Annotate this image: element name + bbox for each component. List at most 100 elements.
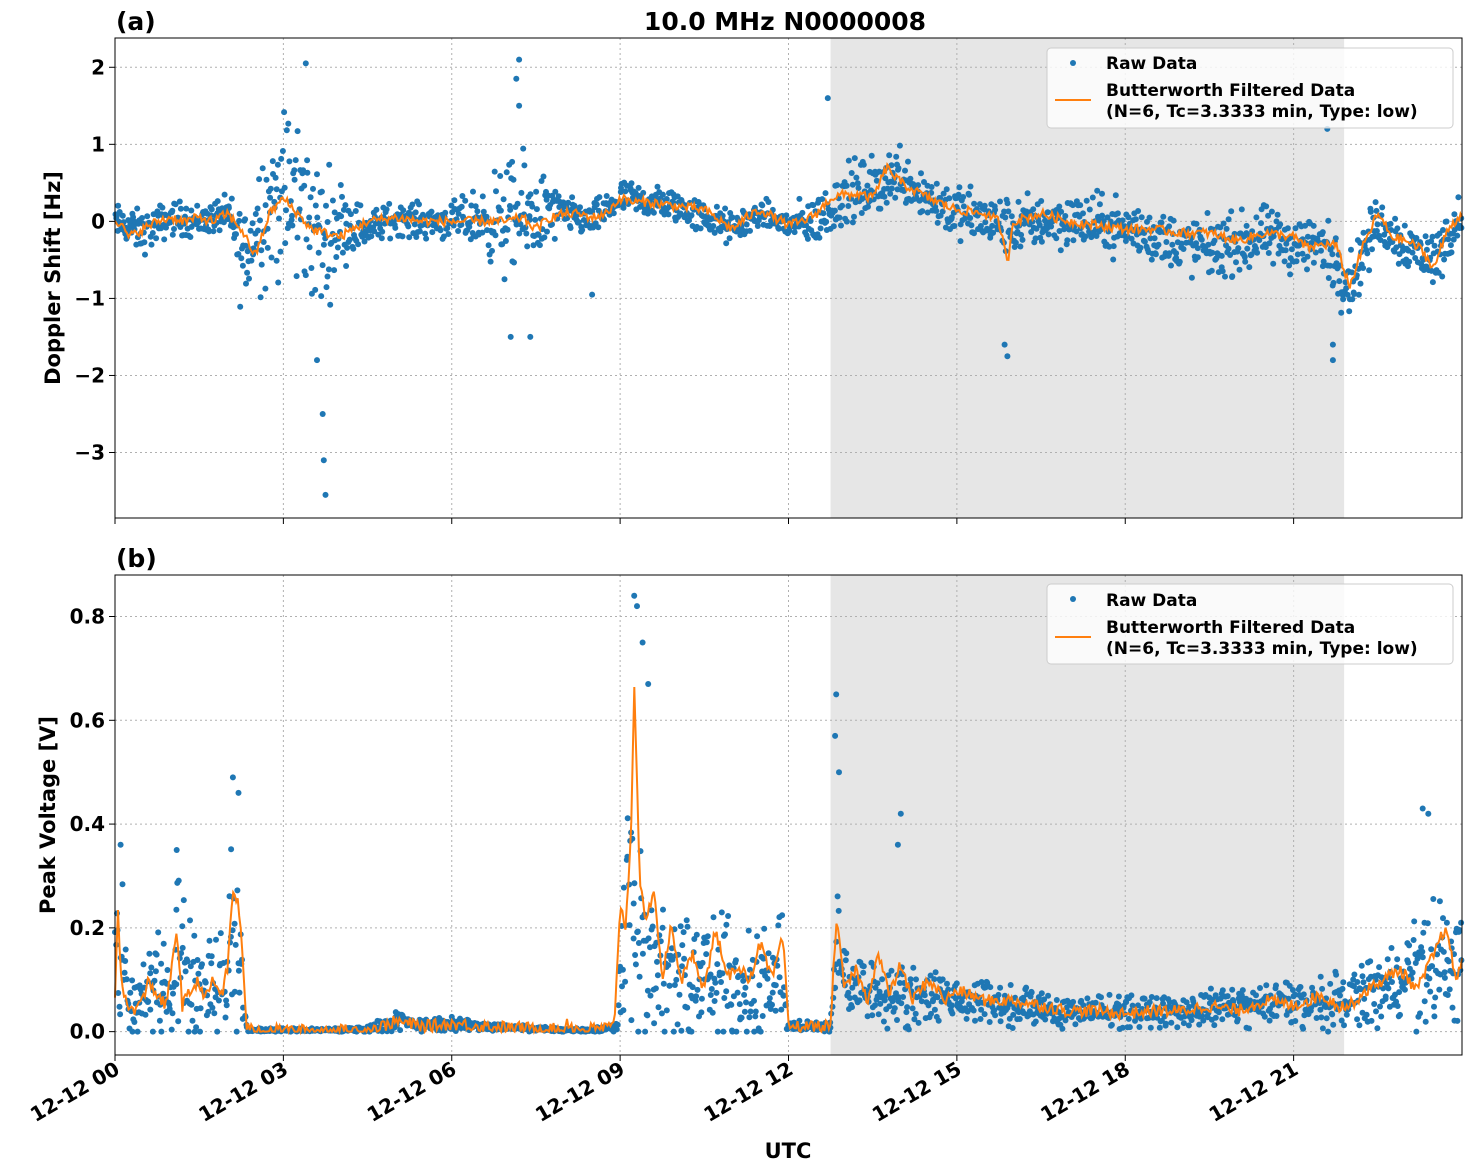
raw-data-point xyxy=(1222,273,1228,280)
raw-data-point xyxy=(885,972,892,979)
raw-data-point xyxy=(711,998,718,1004)
raw-data-point xyxy=(291,167,298,174)
raw-data-point xyxy=(1152,251,1159,258)
raw-data-point xyxy=(1129,1002,1136,1009)
raw-data-point xyxy=(1032,235,1039,242)
raw-data-point xyxy=(292,157,299,164)
raw-data-point xyxy=(992,1012,999,1019)
panel-a-ylabel: Doppler Shift [Hz] xyxy=(41,171,65,385)
raw-data-point xyxy=(703,951,710,958)
raw-data-point xyxy=(1119,217,1126,224)
raw-data-point xyxy=(1262,244,1269,251)
raw-data-point xyxy=(544,228,550,235)
raw-data-point xyxy=(532,216,539,223)
raw-data-point xyxy=(303,236,310,243)
raw-data-point xyxy=(327,301,334,308)
raw-data-point xyxy=(849,181,856,188)
raw-data-point xyxy=(1180,1020,1187,1027)
raw-data-point xyxy=(409,201,416,208)
y-tick-label: 0.6 xyxy=(70,708,105,732)
raw-data-point xyxy=(1106,991,1113,998)
raw-data-point xyxy=(258,247,265,254)
raw-data-point xyxy=(149,230,156,236)
raw-data-point xyxy=(860,161,867,168)
raw-data-point xyxy=(1215,1009,1222,1016)
raw-data-point xyxy=(913,976,919,983)
raw-data-point xyxy=(1319,229,1326,236)
raw-data-point xyxy=(155,929,162,936)
raw-data-point xyxy=(324,219,331,225)
raw-data-point xyxy=(877,205,884,212)
raw-data-point xyxy=(533,206,540,213)
raw-data-point xyxy=(1153,995,1160,1002)
raw-data-point xyxy=(179,944,186,951)
raw-data-point xyxy=(741,991,748,998)
raw-data-point xyxy=(666,982,673,989)
raw-data-point xyxy=(1356,1022,1363,1029)
raw-data-point xyxy=(647,944,653,951)
raw-data-point xyxy=(909,1005,916,1012)
raw-data-point xyxy=(1282,247,1289,254)
raw-data-point xyxy=(399,233,406,240)
raw-data-point xyxy=(314,214,321,221)
raw-data-point xyxy=(674,193,681,200)
raw-data-point xyxy=(849,219,856,226)
raw-data-point xyxy=(1229,273,1236,280)
raw-data-point xyxy=(455,210,462,217)
raw-data-point xyxy=(1239,987,1246,994)
raw-data-point xyxy=(1219,987,1226,994)
raw-data-point xyxy=(747,966,753,973)
raw-data-point xyxy=(713,989,720,996)
raw-data-point xyxy=(1209,249,1216,256)
raw-data-point xyxy=(397,1027,404,1034)
raw-data-point xyxy=(242,216,249,223)
raw-data-point xyxy=(1263,203,1270,210)
raw-data-point xyxy=(931,1006,938,1013)
raw-data-point xyxy=(1369,246,1375,253)
raw-data-point xyxy=(879,976,886,983)
raw-data-point xyxy=(892,194,899,201)
raw-data-point xyxy=(776,974,783,981)
raw-data-point xyxy=(1392,215,1399,222)
raw-data-point xyxy=(738,1014,745,1021)
raw-data-point xyxy=(258,261,265,268)
raw-data-point xyxy=(304,169,311,176)
raw-data-point xyxy=(206,937,213,944)
raw-data-point xyxy=(1428,946,1435,953)
raw-data-point xyxy=(422,230,429,237)
raw-data-point xyxy=(772,982,779,989)
raw-data-point xyxy=(992,206,999,213)
raw-data-point xyxy=(945,986,952,993)
raw-data-outlier xyxy=(235,789,242,796)
raw-data-point xyxy=(856,997,863,1004)
raw-data-point xyxy=(115,202,122,209)
raw-data-point xyxy=(485,242,492,249)
raw-data-point xyxy=(684,923,691,930)
raw-data-point xyxy=(493,188,499,195)
raw-data-point xyxy=(663,196,670,202)
raw-data-point xyxy=(248,257,255,264)
raw-data-point xyxy=(333,254,340,260)
raw-data-point xyxy=(291,176,298,183)
raw-data-point xyxy=(213,936,219,943)
raw-data-point xyxy=(1357,986,1364,993)
raw-data-point xyxy=(635,184,642,191)
raw-data-point xyxy=(843,950,850,957)
raw-data-point xyxy=(670,1028,677,1035)
raw-data-point xyxy=(747,1008,754,1015)
raw-data-point xyxy=(957,238,964,245)
x-tick-label: 12-12 18 xyxy=(1036,1057,1134,1127)
raw-data-point xyxy=(304,157,311,164)
raw-data-point xyxy=(1125,1015,1132,1022)
raw-data-point xyxy=(688,1028,695,1035)
raw-data-point xyxy=(1174,1024,1181,1031)
raw-data-point xyxy=(1160,213,1167,220)
raw-data-point xyxy=(632,961,639,968)
raw-data-point xyxy=(538,178,545,184)
raw-data-point xyxy=(1395,260,1402,267)
panel-b-legend-raw-marker xyxy=(1070,596,1076,602)
raw-data-point xyxy=(728,1001,735,1008)
panel-a-legend-raw-label: Raw Data xyxy=(1106,54,1197,74)
raw-data-point xyxy=(1080,210,1086,217)
raw-data-point xyxy=(655,1004,662,1011)
